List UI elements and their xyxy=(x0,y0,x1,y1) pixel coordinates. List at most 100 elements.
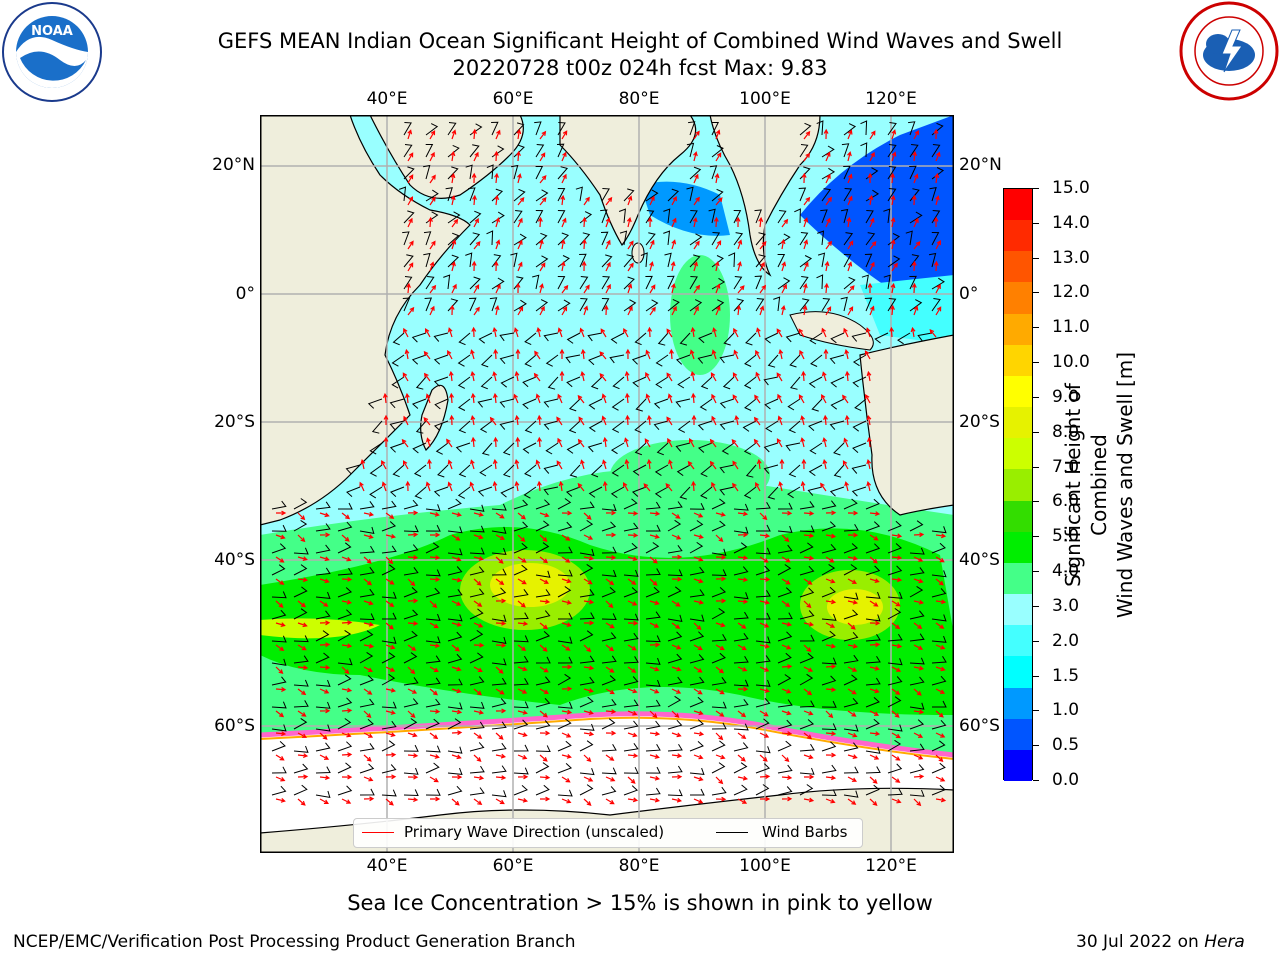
wave-arrow xyxy=(319,754,330,760)
wave-arrow xyxy=(627,195,633,206)
wave-arrow xyxy=(693,622,702,631)
wave-arrow xyxy=(403,415,409,426)
wave-arrow xyxy=(781,510,793,516)
wave-arrow xyxy=(911,260,917,272)
wind-barb xyxy=(785,332,801,343)
wave-arrow xyxy=(759,666,770,672)
wave-arrow xyxy=(869,130,876,140)
colorbar-segment xyxy=(1004,282,1032,315)
wave-arrow xyxy=(601,393,607,404)
wave-arrow xyxy=(429,305,435,316)
wave-arrow xyxy=(450,172,456,184)
wind-barb xyxy=(645,501,661,510)
wind-barb xyxy=(755,784,770,796)
wind-barb xyxy=(403,789,419,797)
wind-barb xyxy=(469,588,485,598)
wind-barb xyxy=(445,187,453,202)
wind-barb xyxy=(821,500,837,510)
lon-label-top-40e: 40°E xyxy=(366,89,408,109)
wave-arrow xyxy=(473,306,480,316)
wave-arrow xyxy=(471,172,477,184)
footer-host: Hera xyxy=(1204,932,1245,952)
colorbar-tick-mark xyxy=(1033,222,1039,224)
wind-barb xyxy=(865,655,881,664)
wave-arrow xyxy=(935,533,947,539)
wave-arrow xyxy=(935,732,946,738)
wave-arrow xyxy=(492,371,498,382)
wind-barb xyxy=(843,724,859,732)
colorbar-segment xyxy=(1004,625,1032,657)
wind-barb xyxy=(524,332,537,346)
wind-barb xyxy=(415,420,427,434)
wave-arrow xyxy=(539,283,544,294)
wind-barb xyxy=(763,464,779,474)
wind-barb xyxy=(447,702,463,710)
wind-barb xyxy=(337,718,352,730)
wind-barb xyxy=(392,464,405,478)
wind-barb xyxy=(557,276,566,290)
wave-arrow xyxy=(935,797,947,803)
wind-barb xyxy=(413,464,427,477)
wind-barb xyxy=(931,144,941,158)
wind-barb xyxy=(486,230,494,246)
wind-barb xyxy=(851,464,867,474)
wave-arrow xyxy=(517,217,523,228)
wind-barb xyxy=(369,442,383,455)
wave-arrow xyxy=(889,326,895,338)
wave-arrow xyxy=(732,372,739,382)
wind-barb xyxy=(601,675,617,686)
wave-arrow xyxy=(577,394,585,404)
wind-barb xyxy=(787,398,801,411)
wind-barb xyxy=(403,609,419,620)
wind-barb xyxy=(337,609,353,620)
wave-arrow xyxy=(802,282,808,294)
wind-barb xyxy=(909,585,924,598)
wave-arrow xyxy=(605,239,611,250)
wave-arrow xyxy=(539,197,547,206)
wind-barb xyxy=(557,521,573,532)
wave-arrow xyxy=(539,262,546,272)
wave-arrow xyxy=(627,753,639,759)
wave-arrow xyxy=(627,688,638,694)
wind-barb xyxy=(557,718,572,730)
wind-barb xyxy=(865,746,881,754)
wave-arrow xyxy=(627,556,638,561)
wave-arrow xyxy=(363,754,372,762)
wave-arrow xyxy=(276,510,287,516)
wave-arrow xyxy=(429,776,439,783)
wave-arrow xyxy=(825,752,837,758)
wave-arrow xyxy=(732,394,739,404)
wind-barb xyxy=(733,503,749,511)
wind-barb xyxy=(601,521,617,532)
wave-arrow xyxy=(823,414,828,426)
wave-arrow xyxy=(825,196,832,206)
wave-arrow xyxy=(473,642,485,648)
wind-barb xyxy=(711,548,727,556)
wave-arrow xyxy=(734,414,740,426)
wind-barb xyxy=(843,790,859,798)
wind-barb xyxy=(491,547,507,555)
wind-barb xyxy=(457,376,471,389)
wave-arrow xyxy=(561,217,567,228)
wind-barb xyxy=(557,188,566,202)
wave-arrow xyxy=(864,350,871,360)
wave-arrow xyxy=(561,556,571,563)
wave-arrow xyxy=(803,732,813,740)
colorbar-segment xyxy=(1004,469,1032,502)
wind-barb xyxy=(381,636,397,644)
wave-arrow xyxy=(803,774,815,780)
wind-barb xyxy=(667,519,682,532)
wave-arrow xyxy=(407,797,419,803)
wave-arrow xyxy=(341,576,353,582)
colorbar-segment xyxy=(1004,189,1032,221)
wind-barb xyxy=(799,700,815,708)
wave-arrow xyxy=(913,754,924,760)
wind-barb xyxy=(402,231,410,246)
wave-arrow xyxy=(451,709,463,715)
wind-barb xyxy=(653,398,669,409)
wind-barb xyxy=(883,274,891,290)
wave-arrow xyxy=(605,754,615,761)
wave-arrow xyxy=(495,556,504,564)
wind-barb xyxy=(931,526,947,534)
wind-barb xyxy=(491,526,507,534)
